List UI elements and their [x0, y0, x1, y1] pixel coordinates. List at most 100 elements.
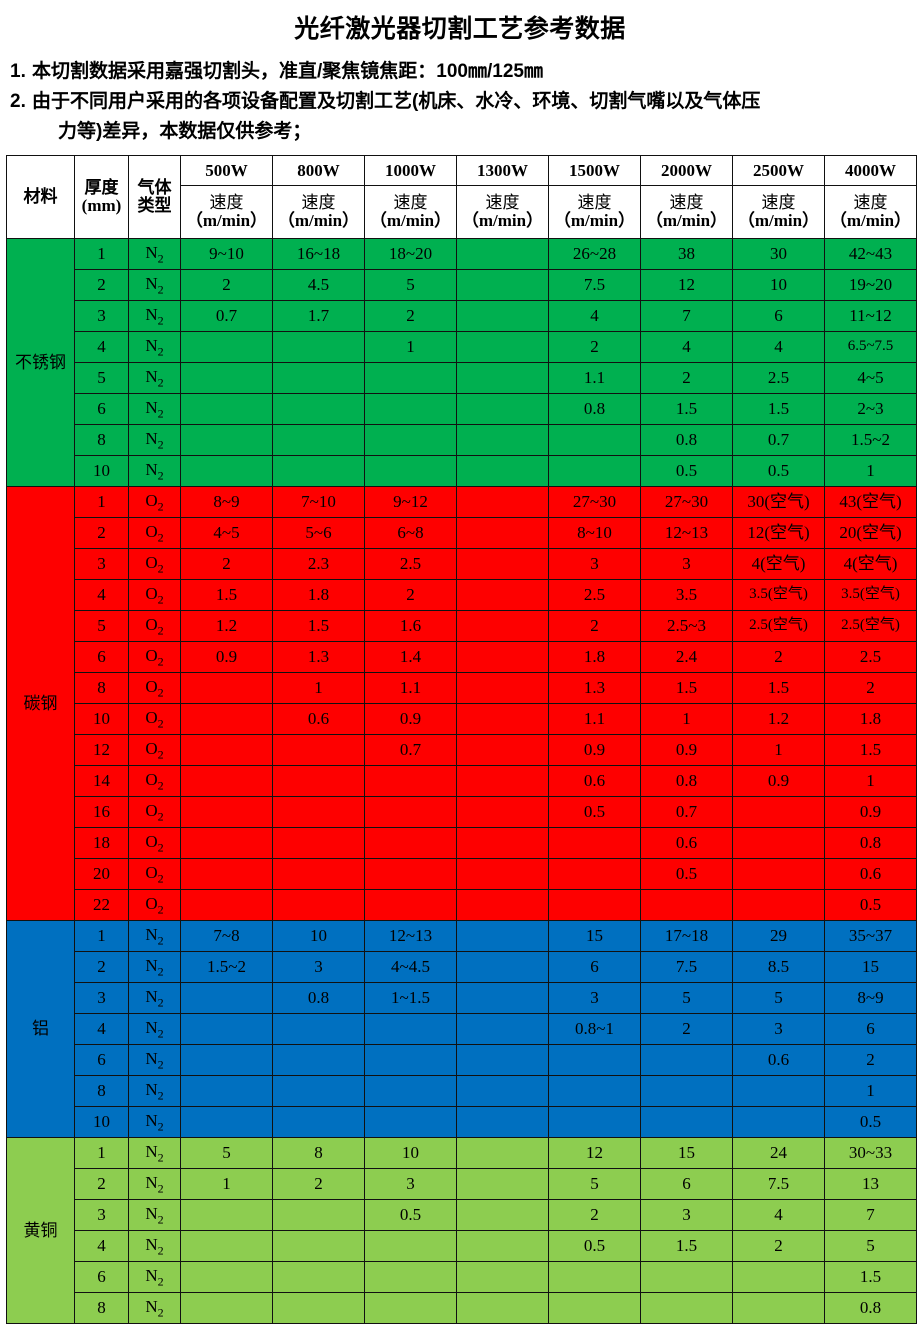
table-row: 碳钢 1 O2 8~9 7~10 9~12 27~30 27~30 30(空气) 43(空气) — [6, 486, 917, 922]
thickness-cell: 4 — [74, 1013, 129, 1046]
speed-cell-800w — [272, 331, 365, 364]
speed-cell-1300w — [456, 703, 549, 736]
speed-cell-1000w: 3 — [364, 1168, 457, 1201]
speed-cell-500w — [180, 1261, 273, 1294]
speed-cell-2500w: 0.5 — [732, 455, 825, 488]
speed-cell-2000w: 17~18 — [640, 920, 733, 953]
note-number: 2. — [10, 91, 26, 113]
speed-cell-4000w: 0.8 — [824, 1292, 917, 1324]
speed-cell-4000w: 4~5 — [824, 362, 917, 395]
speed-cell-2500w: 4(空气) — [732, 548, 825, 581]
speed-cell-1500w — [548, 1292, 641, 1324]
cutting-parameters-table: 材料 厚度 (mm) 气体 类型 500W 800W 1000W 1300W 1… — [6, 155, 917, 1324]
header-speed-unit: （m/min） — [277, 211, 360, 231]
speed-cell-800w — [272, 1013, 365, 1046]
speed-cell-4000w: 1.5~2 — [824, 424, 917, 457]
header-speed-500w: 速度 （m/min） — [180, 185, 273, 240]
table-row: 16 O2 0.5 0.7 0.9 — [6, 796, 917, 829]
speed-cell-1500w: 1.3 — [548, 672, 641, 705]
header-speed-unit: （m/min） — [461, 211, 544, 231]
speed-cell-500w: 1.5~2 — [180, 951, 273, 984]
speed-cell-800w: 1.7 — [272, 300, 365, 333]
speed-cell-1500w: 1.1 — [548, 703, 641, 736]
header-speed-unit: （m/min） — [645, 211, 728, 231]
speed-cell-2000w: 1.5 — [640, 1230, 733, 1263]
speed-cell-800w — [272, 362, 365, 395]
table-row: 8 N2 1 — [6, 1075, 917, 1108]
speed-cell-1500w: 26~28 — [548, 238, 641, 271]
speed-cell-4000w: 19~20 — [824, 269, 917, 302]
speed-cell-500w — [180, 796, 273, 829]
header-thickness: 厚度 (mm) — [74, 155, 129, 240]
thickness-cell: 5 — [74, 362, 129, 395]
speed-cell-500w: 1.5 — [180, 579, 273, 612]
gas-type-cell: N2 — [128, 1168, 181, 1201]
material-cell-2: 铝 — [6, 920, 75, 1139]
speed-cell-1000w: 0.7 — [364, 734, 457, 767]
speed-cell-2000w: 1.5 — [640, 672, 733, 705]
speed-cell-2500w: 2 — [732, 1230, 825, 1263]
gas-type-cell: O2 — [128, 579, 181, 612]
speed-cell-500w: 2 — [180, 548, 273, 581]
thickness-cell: 6 — [74, 1261, 129, 1294]
speed-cell-4000w: 3.5(空气) — [824, 579, 917, 612]
speed-cell-1000w: 9~12 — [364, 486, 457, 519]
table-row: 8 O2 1 1.1 1.3 1.5 1.5 2 — [6, 672, 917, 705]
speed-cell-2500w — [732, 827, 825, 860]
speed-cell-2500w: 1.5 — [732, 672, 825, 705]
gas-type-cell: N2 — [128, 1106, 181, 1139]
speed-cell-1300w — [456, 1075, 549, 1108]
table-row: 6 N2 1.5 — [6, 1261, 917, 1294]
speed-cell-2000w: 2 — [640, 362, 733, 395]
speed-cell-500w — [180, 858, 273, 891]
gas-type-cell: O2 — [128, 889, 181, 922]
thickness-cell: 6 — [74, 641, 129, 674]
speed-cell-1500w: 2 — [548, 1199, 641, 1232]
speed-cell-1300w — [456, 796, 549, 829]
header-power-500w: 500W — [180, 155, 273, 187]
gas-type-cell: N2 — [128, 1230, 181, 1263]
speed-cell-800w — [272, 1075, 365, 1108]
speed-cell-500w — [180, 424, 273, 457]
speed-cell-2000w: 1 — [640, 703, 733, 736]
speed-cell-2000w: 7.5 — [640, 951, 733, 984]
speed-cell-1000w — [364, 1106, 457, 1139]
table-row: 5 N2 1.1 2 2.5 4~5 — [6, 362, 917, 395]
speed-cell-1500w: 27~30 — [548, 486, 641, 519]
speed-cell-2500w: 4 — [732, 331, 825, 364]
speed-cell-4000w: 43(空气) — [824, 486, 917, 519]
speed-cell-1300w — [456, 548, 549, 581]
speed-cell-500w: 2 — [180, 269, 273, 302]
gas-type-cell: N2 — [128, 331, 181, 364]
speed-cell-1500w: 0.6 — [548, 765, 641, 798]
speed-cell-500w: 4~5 — [180, 517, 273, 550]
speed-cell-2000w: 12 — [640, 269, 733, 302]
speed-cell-4000w: 11~12 — [824, 300, 917, 333]
table-row: 铝 1 N2 7~8 10 12~13 15 17~18 29 35~37 — [6, 920, 917, 1139]
speed-cell-800w — [272, 765, 365, 798]
speed-cell-500w — [180, 1075, 273, 1108]
table-body: 不锈钢 1 N2 9~10 16~18 18~20 26~28 38 30 42~43 2 N2 2 4.… — [6, 238, 917, 1324]
speed-cell-2000w: 3 — [640, 548, 733, 581]
gas-type-cell: N2 — [128, 455, 181, 488]
speed-cell-1300w — [456, 1013, 549, 1046]
speed-cell-2500w: 1 — [732, 734, 825, 767]
table-row: 8 N2 0.8 — [6, 1292, 917, 1324]
speed-cell-1000w — [364, 1044, 457, 1077]
speed-cell-800w: 1.8 — [272, 579, 365, 612]
table-row: 18 O2 0.6 0.8 — [6, 827, 917, 860]
header-gas-type: 气体 类型 — [128, 155, 181, 240]
speed-cell-4000w: 0.5 — [824, 889, 917, 922]
header-speed-800w: 速度 （m/min） — [272, 185, 365, 240]
speed-cell-2000w — [640, 1261, 733, 1294]
speed-cell-2000w: 0.8 — [640, 765, 733, 798]
header-speed-1000w: 速度 （m/min） — [364, 185, 457, 240]
speed-cell-4000w: 6.5~7.5 — [824, 331, 917, 364]
header-thickness-line2: (mm) — [81, 196, 122, 216]
speed-cell-500w: 1.2 — [180, 610, 273, 643]
speed-cell-500w — [180, 734, 273, 767]
header-row-speed: 速度 （m/min） 速度 （m/min） 速度 （m/min） 速度 （m/min） 速度 （m… — [7, 185, 917, 240]
speed-cell-800w — [272, 393, 365, 426]
speed-cell-4000w: 1.5 — [824, 1261, 917, 1294]
